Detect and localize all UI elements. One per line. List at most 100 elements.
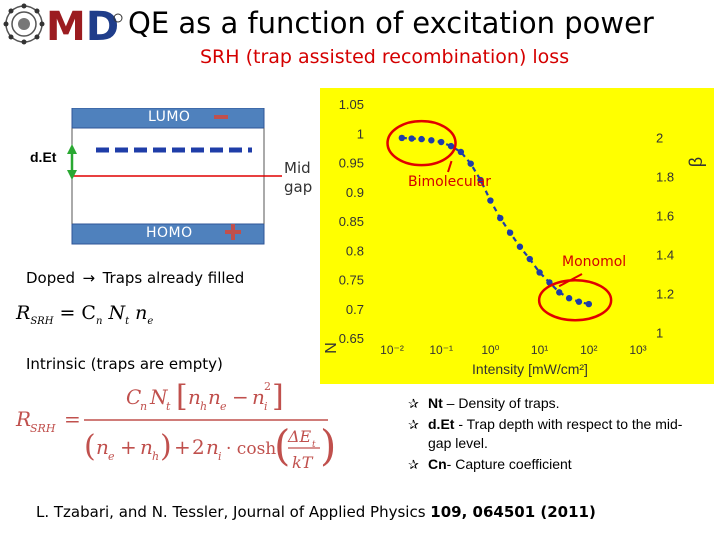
molecule-icon [3,3,45,45]
chart-panel: 1.05 1 0.95 0.9 0.85 0.8 0.75 0.7 0.65 2 1.8 1.6 1.4… [320,88,714,384]
ieq-num-c-sub: n [140,400,147,413]
logo-text: MD [46,4,119,46]
data-point [506,229,514,236]
y-right-tick-label: 1.8 [656,170,674,185]
annotation-bimolecular: Bimolecular [408,174,491,190]
definition-term-nt: Nt [428,395,443,411]
ieq-num-ne: n [208,385,221,409]
ieq-den-dE: ΔE [287,427,312,446]
ieq-den-kT: kT [292,453,314,472]
ieq-num-n: N [149,385,169,409]
reference-pages: , 064501 (2011) [461,503,596,521]
data-point [438,138,445,146]
definition-term-det: d.Et [428,416,455,432]
monomol-highlight-ellipse [537,278,613,322]
eq-mid-sub: t [125,315,130,327]
ieq-den-dE-sub: t [312,440,316,450]
ieq-den-nh-sub: h [152,450,159,463]
y-left-axis-label: N [323,342,340,354]
ieq-num-ni: n [252,385,265,409]
eq-end: n [135,302,148,324]
logo-graphic: MD [3,3,123,50]
eq-end-sub: e [147,315,154,327]
eq-lhs-sub: SRH [30,315,54,327]
reference-text: L. Tzabari, and N. Tessler, Journal of A… [36,503,431,521]
data-point [467,160,474,167]
y-right-axis-label: β [686,157,706,167]
eq-rhs-sub: n [95,315,103,327]
data-point [487,197,494,204]
doped-description: Traps already filled [102,269,245,287]
ieq-num-nh-sub: h [200,400,207,413]
ieq-den-two: 2 [192,435,205,459]
ieq-den-plus1: + [120,435,137,459]
data-point [526,255,533,263]
y-left-tick-label: 0.75 [339,273,364,288]
band-diagram-graphic [67,108,282,245]
ieq-num-minus: − [232,385,249,409]
ieq-den-ni: n [206,435,219,459]
det-arrow-head-top [67,144,77,154]
x-tick-label: 10⁻² [380,343,404,357]
data-point [536,269,543,276]
ieq-den-nh: n [140,435,153,459]
lumo-band [71,108,265,129]
det-arrow-head-bottom [67,170,77,180]
data-point [556,289,563,296]
definition-text-cn: - Capture coefficient [446,456,572,472]
y-right-tick-label: 2 [656,131,663,146]
midgap-label-line1: Mid [284,159,311,177]
ieq-den-cosh: · cosh [226,439,276,459]
data-point [457,148,465,156]
y-left-tick-label: 1.05 [339,97,364,112]
ieq-den-paren2-close: ) [320,421,336,470]
data-point [398,134,406,142]
ieq-equals: = [64,407,81,431]
bullet-icon: ✰ [408,417,419,432]
right-arrow-icon: → [82,269,96,287]
eq-lhs: R [16,302,31,324]
det-label: d.Et [30,149,57,165]
data-point [565,295,573,302]
data-point [575,298,583,305]
definition-text-nt: – Density of traps. [442,395,560,411]
ieq-num-ni-sub: i [264,400,268,413]
definition-term-cn: Cn [428,456,447,472]
x-axis-label: Intensity [mW/cm²] [472,361,588,377]
doped-text: Doped → Traps already filled [26,269,244,287]
data-point [497,214,504,222]
y-left-tick-label: 0.9 [346,185,364,200]
logo-letter-m: M [46,4,86,46]
minus-sign-icon [214,115,228,119]
x-tick-label: 10⁰ [481,343,499,357]
doped-equation: RSRH = Cn Nt ne [16,302,153,327]
definition-item-nt: ✰ Nt – Density of traps. [408,394,698,413]
ieq-num-nh: n [188,385,201,409]
midgap-label-line2: gap [284,178,313,196]
data-point [516,243,524,250]
ieq-den-ni-sub: i [218,450,222,463]
x-tick-label: 10⁻¹ [429,343,453,357]
bullet-icon: ✰ [408,457,419,472]
intrinsic-text: Intrinsic (traps are empty) [26,355,223,373]
definition-item-det: ✰ d.Et - Trap depth with respect to the … [408,415,698,453]
band-diagram: LUMO HOMO d.Et Mid gap [0,108,320,248]
data-point [408,135,415,142]
y-right-tick-label: 1 [656,326,663,341]
data-series-line [401,136,590,306]
y-left-tick-label: 0.95 [339,156,364,171]
ieq-lhs-sub: SRH [30,422,56,435]
bullet-icon: ✰ [408,396,419,411]
data-point [447,142,455,150]
ieq-den-paren-open: ( [84,429,96,464]
eq-rhs: = C [59,302,96,324]
ieq-den-ne-sub: e [108,450,115,463]
y-left-tick-label: 0.65 [339,331,364,346]
definitions-list: ✰ Nt – Density of traps. ✰ d.Et - Trap d… [408,394,698,476]
x-tick-label: 10¹ [531,343,548,357]
reference-volume: 109 [430,503,462,521]
data-point [428,137,435,144]
page-title: QE as a function of excitation power [128,6,654,40]
intrinsic-equation-graphic: R SRH = C n N t [ n h n e − n i 2 ] ( n … [15,379,336,472]
logo-letter-d: D [86,4,119,46]
